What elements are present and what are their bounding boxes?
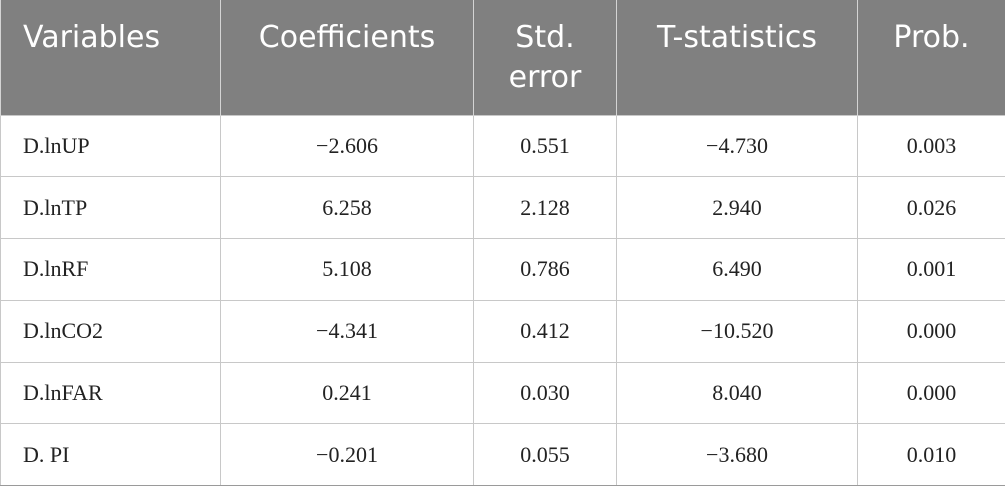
header-label-line-1: Std. bbox=[515, 20, 575, 55]
cell-variable: D. PI bbox=[0, 423, 221, 487]
cell-prob: 0.000 bbox=[857, 361, 1005, 425]
cell-variable: D.lnUP bbox=[0, 114, 221, 178]
table-row: D.lnFAR 0.241 0.030 8.040 0.000 bbox=[0, 361, 1005, 425]
cell-std-error: 0.055 bbox=[473, 423, 617, 487]
table-row: D. PI −0.201 0.055 −3.680 0.010 bbox=[0, 423, 1005, 487]
cell-coefficient: −4.341 bbox=[220, 299, 474, 363]
cell-coefficient: −0.201 bbox=[220, 423, 474, 487]
column-header-variables: Variables bbox=[0, 0, 221, 115]
cell-std-error: 2.128 bbox=[473, 176, 617, 240]
cell-std-error: 0.412 bbox=[473, 299, 617, 363]
cell-prob: 0.026 bbox=[857, 176, 1005, 240]
cell-prob: 0.001 bbox=[857, 238, 1005, 301]
table-row: D.lnUP −2.606 0.551 −4.730 0.003 bbox=[0, 114, 1005, 178]
cell-prob: 0.010 bbox=[857, 423, 1005, 487]
cell-prob: 0.000 bbox=[857, 299, 1005, 363]
header-label: Variables bbox=[23, 20, 161, 55]
regression-results-table: Variables Coefficients Std. error T-stat… bbox=[0, 0, 1005, 487]
cell-t-statistic: −3.680 bbox=[616, 423, 858, 487]
column-header-coefficients: Coefficients bbox=[220, 0, 474, 115]
column-header-std-error: Std. error bbox=[473, 0, 617, 115]
cell-coefficient: 6.258 bbox=[220, 176, 474, 240]
table-row: D.lnRF 5.108 0.786 6.490 0.001 bbox=[0, 238, 1005, 301]
cell-t-statistic: 6.490 bbox=[616, 238, 858, 301]
table-row: D.lnCO2 −4.341 0.412 −10.520 0.000 bbox=[0, 299, 1005, 363]
cell-std-error: 0.030 bbox=[473, 361, 617, 425]
table-row: D.lnTP 6.258 2.128 2.940 0.026 bbox=[0, 176, 1005, 240]
cell-t-statistic: 2.940 bbox=[616, 176, 858, 240]
column-header-prob: Prob. bbox=[857, 0, 1005, 115]
cell-variable: D.lnFAR bbox=[0, 361, 221, 425]
cell-prob: 0.003 bbox=[857, 114, 1005, 178]
regression-table-container: Variables Coefficients Std. error T-stat… bbox=[0, 0, 1005, 487]
cell-coefficient: −2.606 bbox=[220, 114, 474, 178]
cell-variable: D.lnTP bbox=[0, 176, 221, 240]
cell-coefficient: 0.241 bbox=[220, 361, 474, 425]
cell-t-statistic: 8.040 bbox=[616, 361, 858, 425]
cell-t-statistic: −10.520 bbox=[616, 299, 858, 363]
header-label: Prob. bbox=[893, 20, 970, 55]
header-label-line-2: error bbox=[508, 60, 582, 95]
header-label: Coefficients bbox=[258, 20, 436, 55]
cell-variable: D.lnRF bbox=[0, 238, 221, 301]
header-label: T-statistics bbox=[656, 20, 818, 55]
cell-coefficient: 5.108 bbox=[220, 238, 474, 301]
cell-std-error: 0.786 bbox=[473, 238, 617, 301]
cell-t-statistic: −4.730 bbox=[616, 114, 858, 178]
column-header-t-statistics: T-statistics bbox=[616, 0, 858, 115]
table-header-row: Variables Coefficients Std. error T-stat… bbox=[0, 0, 1005, 115]
cell-variable: D.lnCO2 bbox=[0, 299, 221, 363]
header-label-group: Std. error bbox=[474, 0, 616, 98]
cell-std-error: 0.551 bbox=[473, 114, 617, 178]
